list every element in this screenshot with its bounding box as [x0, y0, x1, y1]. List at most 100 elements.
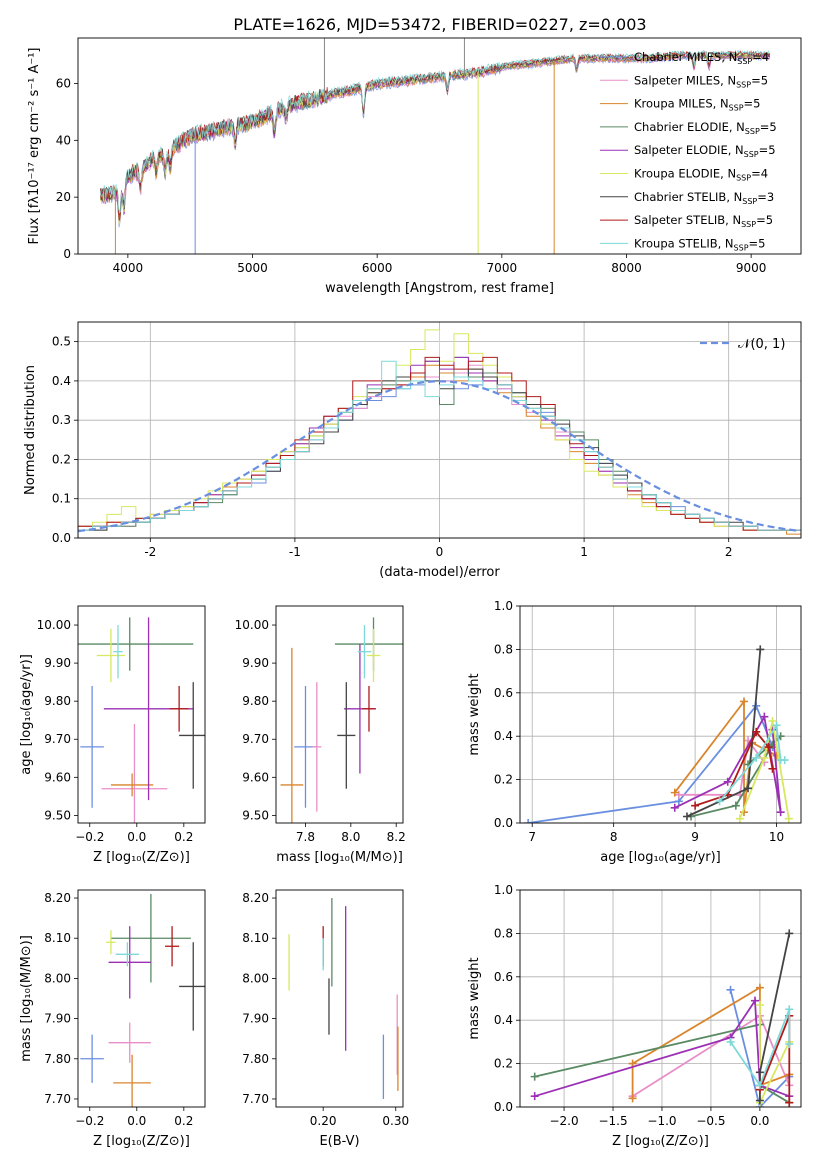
mass_vs_age-plot [280, 617, 403, 823]
y-tick-label: 10.00 [37, 618, 71, 632]
weight-marker [735, 814, 744, 823]
y-tick-label: 7.90 [242, 1012, 269, 1026]
y-tick-label: 1.0 [494, 599, 513, 613]
y-axis-label: mass [log₁₀(M/M⊙)] [19, 935, 34, 1062]
spectrum-plot [100, 38, 771, 254]
y-tick-label: 9.70 [242, 732, 269, 746]
y-tick-label: 7.70 [44, 1092, 71, 1106]
weight-marker [776, 808, 785, 817]
axes-frame [77, 37, 802, 255]
x-axis-label: age [log₁₀(age/yr)] [600, 850, 721, 865]
x-tick-label: 8 [610, 830, 618, 844]
weight-marker [726, 1037, 735, 1046]
y-tick-label: 0.3 [52, 413, 71, 427]
weight-marker [691, 801, 700, 810]
weight-marker [530, 1092, 539, 1101]
y-tick-label: 9.80 [242, 694, 269, 708]
weight-marker [785, 1005, 794, 1014]
axes-frame [519, 889, 802, 1108]
y-tick-label: 0 [63, 247, 71, 261]
z_vs_age-axes: −0.2 0.0 0.2 9.50 9.60 9.70 9.80 9.90 10.00 Z [lo… [19, 605, 206, 865]
legend-label: Salpeter STELIB, NSSP=5 [634, 213, 773, 229]
legend: Chabrier MILES, NSSP=4 Salpeter MILES, NS… [600, 50, 777, 252]
y-axis-label: Normed distribution [23, 365, 38, 495]
axes-frame [77, 321, 802, 539]
x-axis-label: Z [log₁₀(Z/Z⊙)] [612, 1134, 709, 1149]
weight-marker [768, 764, 777, 773]
y-tick-label: 8.00 [44, 971, 71, 985]
y-axis-label: mass weight [467, 957, 482, 1039]
x-tick-label: 0.0 [750, 1114, 769, 1128]
x-tick-label: 0.2 [174, 830, 193, 844]
weight-marker [755, 1068, 764, 1077]
residuals-axes: -2 -1 0 1 2 0.0 0.1 0.2 0.3 0.4 0.5 (data-model)/er… [23, 321, 802, 580]
y-tick-label: 10.00 [235, 618, 269, 632]
y-tick-label: 0.0 [494, 816, 513, 830]
weight-marker [682, 812, 691, 821]
legend-label: Chabrier ELODIE, NSSP=5 [634, 120, 777, 136]
y-tick-label: 60 [56, 76, 71, 90]
weight-marker [670, 803, 679, 812]
y-axis-label: age [log₁₀(age/yr)] [19, 654, 34, 775]
mass_vs_age-axes: 7.8 8.0 8.2 9.50 9.60 9.70 9.80 9.90 10.00 mass [… [235, 605, 406, 865]
x-tick-label: -1 [289, 545, 301, 559]
y-tick-label: 7.80 [242, 1052, 269, 1066]
y-tick-label: 0.4 [494, 729, 513, 743]
weight-marker [785, 1040, 794, 1049]
weight-line [686, 649, 762, 818]
y-tick-label: 8.20 [44, 891, 71, 905]
x-tick-label: 5000 [237, 261, 268, 275]
x-tick-label: 0 [436, 545, 444, 559]
axes-frame [275, 605, 404, 824]
x-tick-label: 0.2 [174, 1114, 193, 1128]
x-tick-label: 0.30 [382, 1114, 409, 1128]
x-tick-label: 4000 [113, 261, 144, 275]
y-tick-label: 0.4 [494, 1013, 513, 1027]
weight-marker [785, 929, 794, 938]
y-tick-label: 0.6 [494, 970, 513, 984]
y-tick-label: 7.90 [44, 1012, 71, 1026]
x-tick-label: 7.8 [296, 830, 315, 844]
z_vs_age-plot [78, 617, 205, 823]
y-tick-label: 0.4 [52, 374, 71, 388]
weight-marker [755, 1081, 764, 1090]
x-tick-label: −0.5 [696, 1114, 725, 1128]
weight-marker [755, 1001, 764, 1010]
y-tick-label: 0.6 [494, 686, 513, 700]
x-tick-label: −1.0 [647, 1114, 676, 1128]
x-tick-label: 8.0 [341, 830, 360, 844]
x-tick-label: 9000 [736, 261, 767, 275]
weight-marker [524, 819, 533, 823]
axes-frame [275, 889, 404, 1108]
weight-marker [731, 801, 740, 810]
weight-line [527, 704, 774, 823]
y-tick-label: 8.20 [242, 891, 269, 905]
y-tick-label: 0.0 [494, 1100, 513, 1114]
legend-label: Kroupa STELIB, NSSP=5 [634, 236, 765, 252]
axes-frame [77, 889, 206, 1108]
x-tick-label: 8.2 [387, 830, 406, 844]
y-tick-label: 8.00 [242, 971, 269, 985]
z_vs_weight-axes: −2.0 −1.5 −1.0 −0.5 0.0 0.0 0.2 0.4 0.6 0.8 1.0 Z [… [467, 883, 802, 1149]
x-tick-label: 1 [580, 545, 588, 559]
z_vs_weight-plot [530, 929, 794, 1107]
weight-marker [752, 727, 761, 736]
y-tick-label: 0.2 [494, 773, 513, 787]
weight-marker [780, 756, 789, 765]
weight-marker [760, 753, 769, 762]
weight-marker [756, 645, 765, 654]
y-tick-label: 0.2 [52, 452, 71, 466]
axes-frame [519, 605, 802, 824]
y-tick-label: 9.50 [242, 808, 269, 822]
weight-line [759, 1015, 791, 1103]
y-tick-label: 1.0 [494, 883, 513, 897]
x-tick-label: 0.0 [127, 1114, 146, 1128]
x-axis-label: Z [log₁₀(Z/Z⊙)] [93, 1134, 190, 1149]
weight-marker [723, 777, 732, 786]
spectrum-axes: 4000 5000 6000 7000 8000 9000 0 20 40 60 wavelengt… [27, 37, 802, 296]
y-axis-label: Flux [fλ10⁻¹⁷ erg cm⁻² s⁻¹ A⁻¹] [27, 48, 42, 245]
y-tick-label: 0.8 [494, 926, 513, 940]
spectrum-line [100, 49, 770, 213]
figure-title: PLATE=1626, MJD=53472, FIBERID=0227, z=0… [233, 15, 646, 34]
gaussian-curve [78, 380, 799, 533]
